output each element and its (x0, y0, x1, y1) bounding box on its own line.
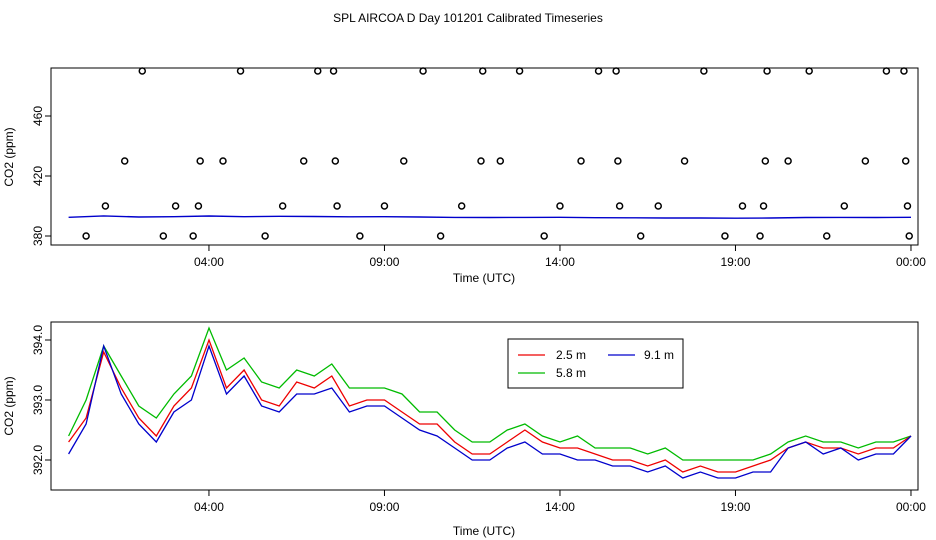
scatter-point (654, 202, 663, 210)
scatter-point (496, 157, 505, 165)
scatter-point (278, 202, 287, 210)
scatter-point (219, 157, 227, 165)
figure-title: SPL AIRCOA D Day 101201 Calibrated Times… (333, 11, 603, 25)
series-line-2-5-m (68, 338, 912, 473)
x-axis-bottom: 04:00 09:00 14:00 19:00 00:00 (194, 490, 926, 514)
y-tick-label: 394.0 (31, 325, 45, 355)
series-lines (68, 326, 912, 479)
scatter-point (236, 67, 245, 75)
scatter-point (314, 67, 322, 75)
scatter-point (738, 202, 747, 210)
scatter-point (612, 67, 620, 75)
scatter-point (882, 67, 891, 75)
y-axis-bottom: 392.0 393.0 394.0 (31, 325, 51, 475)
scatter-point (356, 232, 364, 240)
scatter-point (477, 157, 485, 165)
y-tick-label: 380 (31, 226, 45, 246)
legend-label-2-5m: 2.5 m (556, 348, 586, 362)
x-tick-label: 14:00 (545, 500, 575, 514)
scatter-point (615, 202, 624, 210)
scatter-point (905, 232, 913, 240)
scatter-point (721, 232, 729, 240)
series-line-9-1-m (68, 343, 912, 479)
scatter-point (577, 157, 585, 165)
y-tick-label: 420 (31, 166, 45, 186)
y-axis-label-bottom: CO2 (ppm) (2, 376, 16, 435)
scatter-point (903, 202, 912, 210)
x-tick-label: 19:00 (720, 500, 750, 514)
scatter-point (196, 157, 204, 165)
plot-frame-bottom (50, 321, 919, 491)
legend-label-9-1m: 9.1 m (644, 348, 674, 362)
x-tick-label: 04:00 (194, 255, 224, 269)
scatter-point (515, 67, 524, 75)
x-tick-label: 09:00 (369, 255, 399, 269)
panel-top: 380 420 460 04:00 09:00 14:00 19:00 00:00 Time… (2, 67, 926, 285)
scatter-points (82, 67, 913, 240)
scatter-point (299, 157, 308, 165)
legend-label-5-8m: 5.8 m (556, 366, 586, 380)
y-tick-label: 393.0 (31, 385, 45, 415)
scatter-point (636, 232, 645, 240)
legend: 2.5 m 9.1 m 5.8 m (507, 338, 684, 389)
scatter-point (101, 202, 110, 210)
scatter-point (822, 232, 831, 240)
x-tick-label: 19:00 (720, 255, 750, 269)
series-line-blue (68, 215, 912, 219)
y-tick-label: 460 (31, 106, 45, 126)
scatter-point (840, 202, 849, 210)
series-line-5-8-m (68, 326, 912, 461)
x-tick-label: 00:00 (896, 255, 926, 269)
scatter-point (784, 157, 792, 165)
legend-box (507, 338, 684, 389)
scatter-point (756, 232, 764, 240)
x-axis-top: 04:00 09:00 14:00 19:00 00:00 (194, 245, 926, 269)
scatter-point (82, 232, 90, 240)
x-axis-label-bottom: Time (UTC) (453, 524, 515, 538)
y-axis-top: 380 420 460 (31, 106, 51, 246)
scatter-point (436, 232, 445, 240)
scatter-point (614, 157, 622, 165)
scatter-point (138, 67, 147, 75)
scatter-point (333, 202, 341, 210)
scatter-point (805, 67, 813, 75)
scatter-point (763, 67, 771, 75)
x-tick-label: 09:00 (369, 500, 399, 514)
scatter-point (457, 202, 466, 210)
scatter-point (861, 157, 870, 165)
scatter-point (761, 157, 770, 165)
scatter-point (400, 157, 408, 165)
scatter-point (680, 157, 689, 165)
scatter-point (331, 157, 340, 165)
scatter-point (478, 67, 487, 75)
scatter-point (900, 67, 908, 75)
scatter-point (540, 232, 548, 240)
y-tick-label: 392.0 (31, 445, 45, 475)
scatter-point (120, 157, 129, 165)
scatter-point (700, 67, 708, 75)
scatter-point (261, 232, 269, 240)
scatter-point (594, 67, 603, 75)
scatter-point (329, 67, 338, 75)
x-tick-label: 00:00 (896, 500, 926, 514)
scatter-point (194, 202, 203, 210)
scatter-point (189, 232, 197, 240)
scatter-point (171, 202, 180, 210)
scatter-point (159, 232, 168, 240)
scatter-point (759, 202, 768, 210)
y-axis-label-top: CO2 (ppm) (2, 127, 16, 186)
scatter-point (556, 202, 564, 210)
scatter-point (419, 67, 427, 75)
scatter-point (901, 157, 910, 165)
panel-bottom: 392.0 393.0 394.0 04:00 09:00 14:00 19:00 00:0… (2, 321, 926, 538)
x-tick-label: 14:00 (545, 255, 575, 269)
scatter-point (380, 202, 389, 210)
x-tick-label: 04:00 (194, 500, 224, 514)
x-axis-label-top: Time (UTC) (453, 271, 515, 285)
